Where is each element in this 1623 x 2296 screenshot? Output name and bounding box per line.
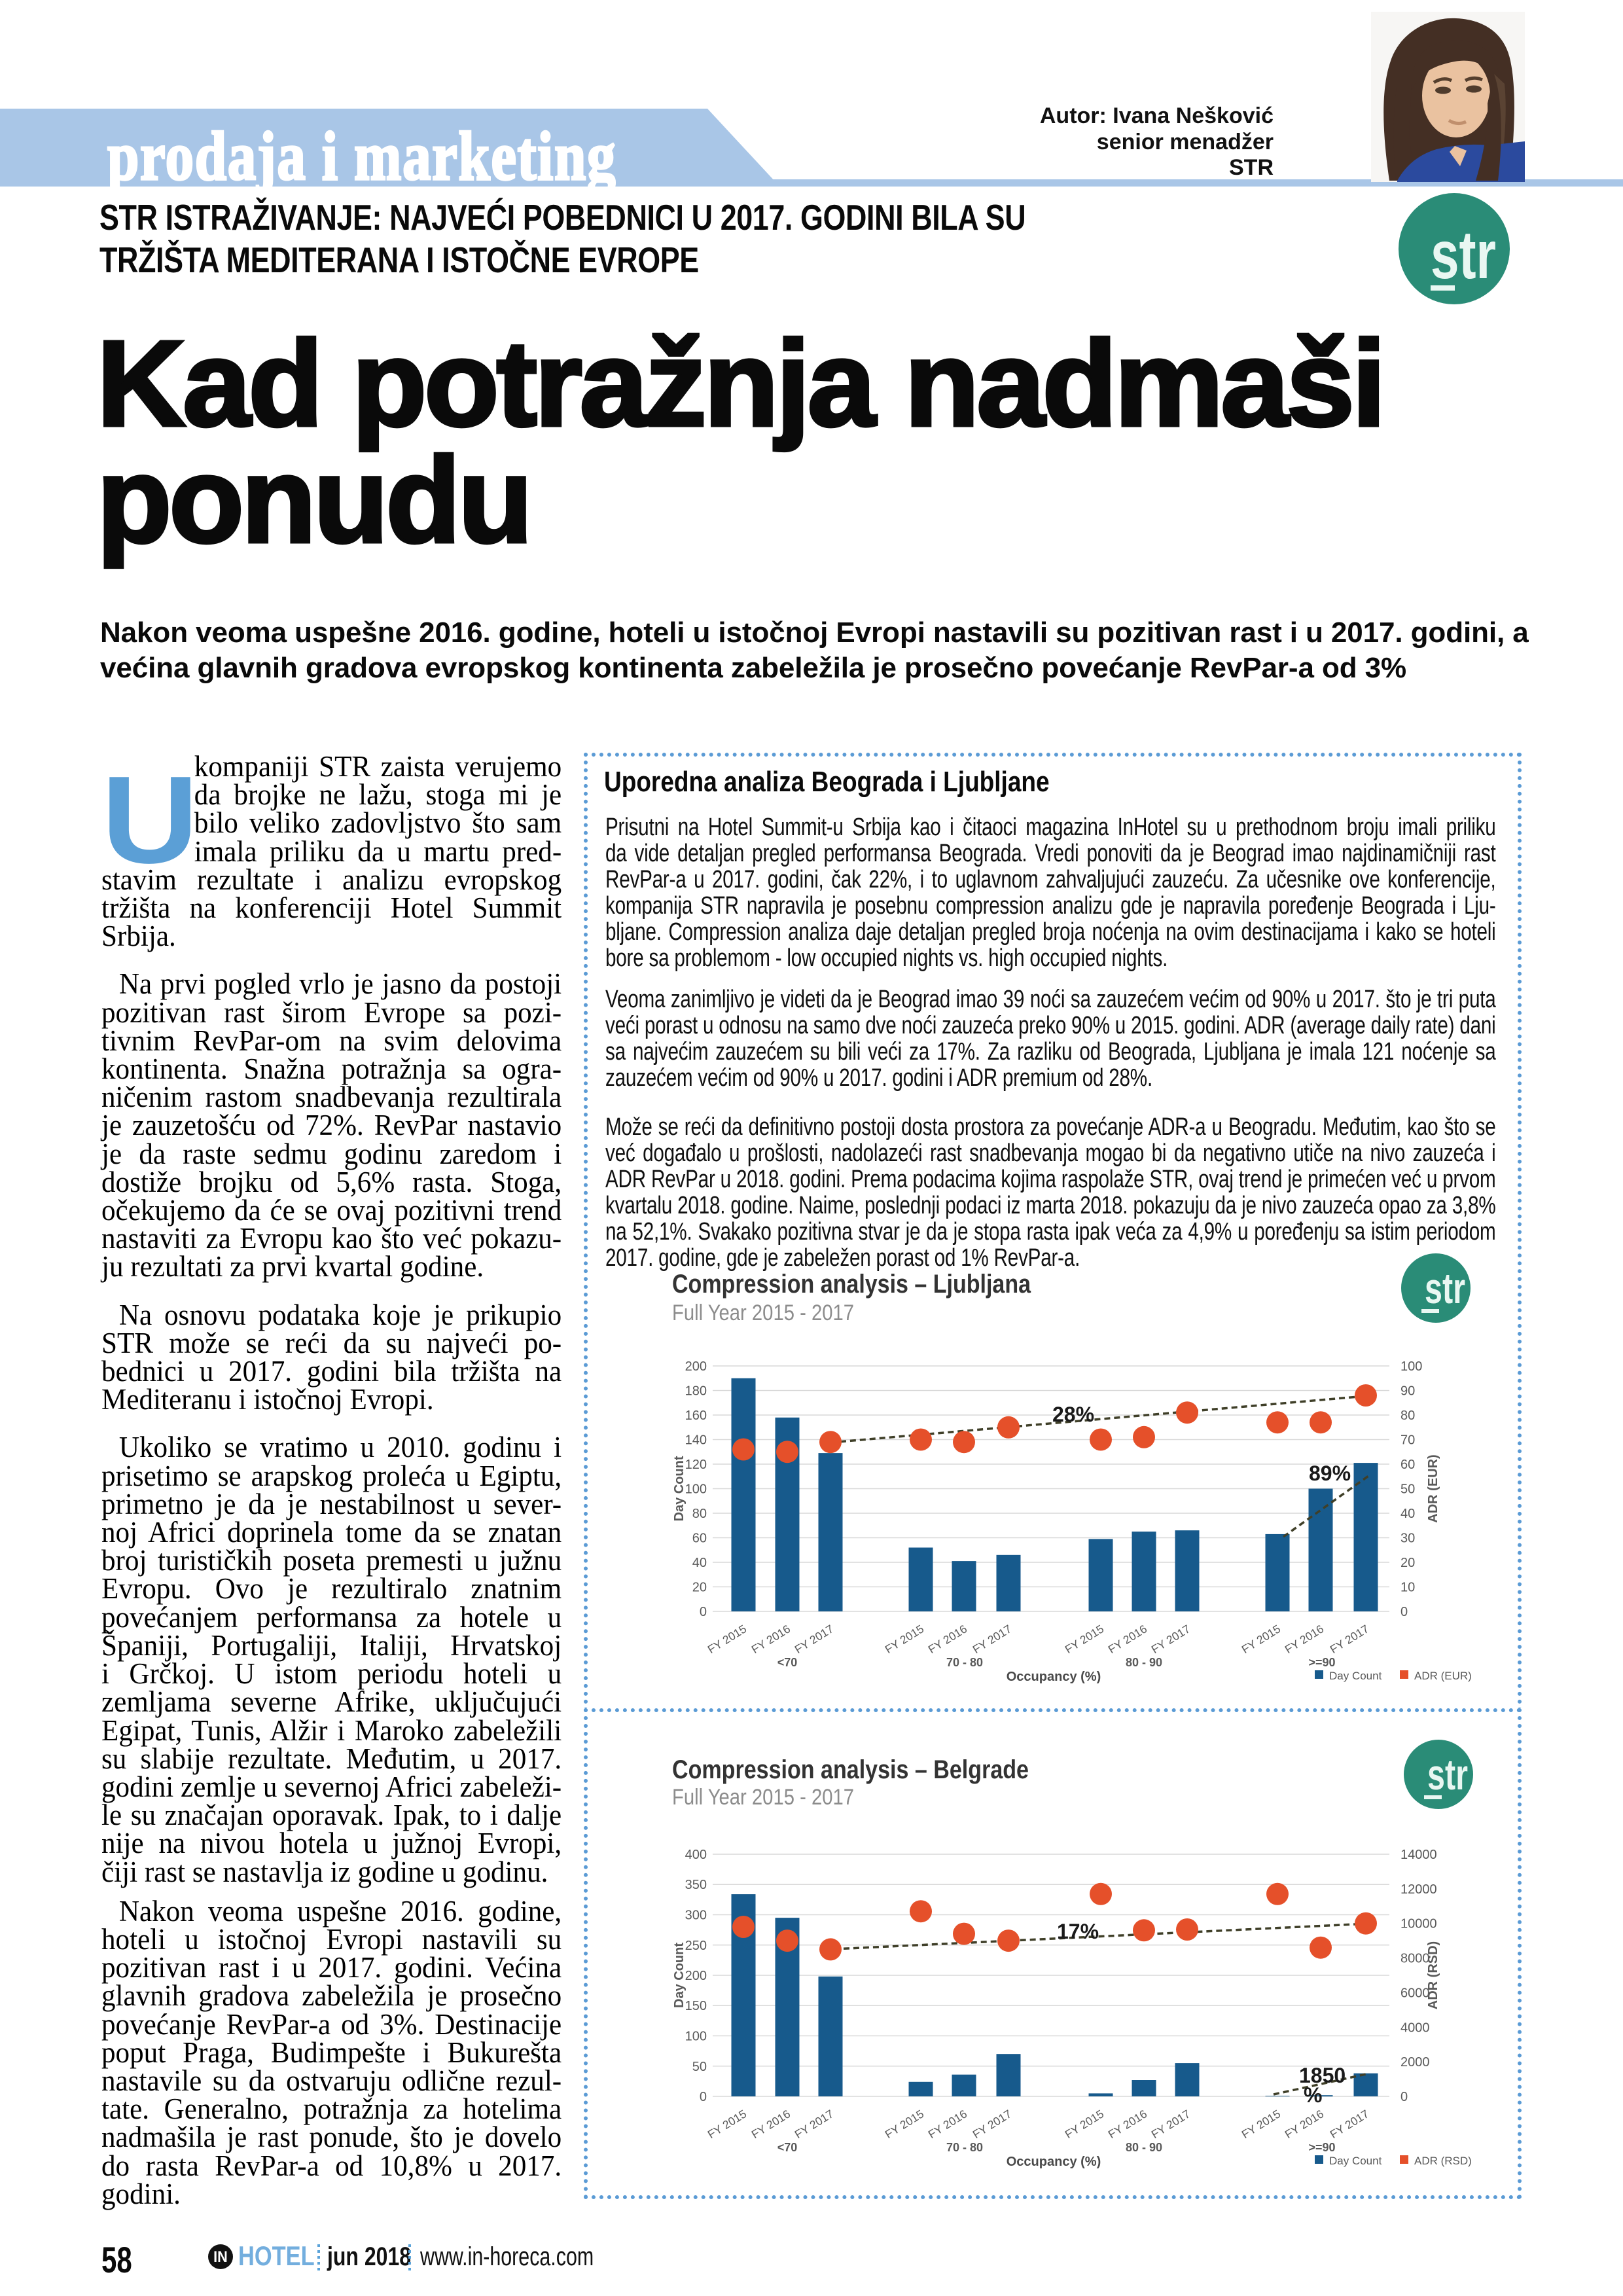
svg-text:12000: 12000 [1400,1882,1437,1897]
svg-text:FY 2017: FY 2017 [1149,2107,1192,2141]
svg-text:140: 140 [685,1433,707,1448]
svg-text:300: 300 [685,1909,707,1923]
svg-text:70 - 80: 70 - 80 [946,1656,983,1669]
svg-text:jun 2018: jun 2018 [327,2242,411,2271]
svg-text:FY 2016: FY 2016 [749,2107,793,2141]
svg-text:www.in-horeca.com: www.in-horeca.com [419,2242,594,2271]
svg-text:ADR (RSD): ADR (RSD) [1414,2155,1472,2167]
svg-text:0: 0 [700,1605,707,1619]
svg-text:80 - 90: 80 - 90 [1126,1656,1162,1669]
svg-text:8000: 8000 [1400,1952,1430,1966]
svg-text:Occupancy (%): Occupancy (%) [1007,2155,1101,2169]
svg-text:FY 2015: FY 2015 [1240,1622,1283,1656]
svg-text:80: 80 [1400,1408,1415,1423]
svg-text:FY 2016: FY 2016 [1106,1622,1149,1656]
svg-text:2000: 2000 [1400,2055,1430,2070]
svg-text:100: 100 [685,2030,707,2044]
svg-text:IN: IN [213,2248,228,2265]
svg-text:120: 120 [685,1458,707,1472]
svg-text:HOTEL: HOTEL [238,2241,315,2272]
svg-text:20: 20 [1400,1556,1415,1570]
svg-text:FY 2016: FY 2016 [1283,1622,1326,1656]
svg-text:Compression analysis – Ljublja: Compression analysis – Ljubljana [672,1270,1031,1299]
svg-text:str: str [1427,1750,1468,1799]
svg-text:Full Year 2015 - 2017: Full Year 2015 - 2017 [672,1300,854,1325]
svg-text:FY 2015: FY 2015 [1240,2107,1283,2141]
svg-text:89%: 89% [1309,1462,1351,1485]
svg-text:4000: 4000 [1400,2020,1430,2035]
svg-text:350: 350 [685,1878,707,1892]
svg-text:200: 200 [685,1359,707,1374]
svg-text:FY 2015: FY 2015 [705,2107,749,2141]
svg-text:Day Count: Day Count [672,1456,687,1521]
svg-text:<70: <70 [777,2141,798,2154]
svg-text:28%: 28% [1052,1403,1094,1426]
svg-text:60: 60 [692,1532,707,1546]
svg-text:FY 2015: FY 2015 [883,1622,926,1656]
svg-text:>=90: >=90 [1308,1656,1335,1669]
svg-text:150: 150 [685,1999,707,2013]
svg-text:Day Count: Day Count [1329,1670,1382,1682]
svg-text:90: 90 [1400,1384,1415,1399]
svg-text:14000: 14000 [1400,1848,1437,1862]
svg-text:FY 2015: FY 2015 [883,2107,926,2141]
svg-text:FY 2017: FY 2017 [1328,2107,1371,2141]
svg-text:FY 2017: FY 2017 [1149,1622,1192,1656]
svg-text:FY 2016: FY 2016 [749,1622,793,1656]
svg-text:0: 0 [1400,1605,1408,1619]
svg-text:FY 2017: FY 2017 [971,2107,1014,2141]
svg-text:80: 80 [692,1507,707,1521]
svg-text:50: 50 [692,2060,707,2074]
svg-text:60: 60 [1400,1458,1415,1472]
svg-text:100: 100 [685,1482,707,1497]
svg-text:0: 0 [700,2090,707,2104]
svg-text:ADR (EUR): ADR (EUR) [1426,1454,1440,1522]
svg-text:ADR (RSD): ADR (RSD) [1426,1941,1440,2009]
svg-text:str: str [1425,1264,1465,1312]
svg-text:6000: 6000 [1400,1986,1430,2000]
svg-text:180: 180 [685,1384,707,1399]
svg-text:str: str [1431,217,1496,293]
svg-text:0: 0 [1400,2090,1408,2104]
svg-text:FY 2015: FY 2015 [705,1622,749,1656]
svg-text:ADR (EUR): ADR (EUR) [1414,1670,1472,1682]
svg-text:FY 2015: FY 2015 [1063,1622,1106,1656]
svg-text:FY 2015: FY 2015 [1063,2107,1106,2141]
svg-text:FY 2017: FY 2017 [971,1622,1014,1656]
svg-text:FY 2017: FY 2017 [1328,1622,1371,1656]
svg-text:>=90: >=90 [1308,2141,1335,2154]
svg-text:FY 2016: FY 2016 [1283,2107,1326,2141]
svg-text:70 - 80: 70 - 80 [946,2141,983,2154]
svg-text:250: 250 [685,1939,707,1953]
svg-text:Full Year 2015 - 2017: Full Year 2015 - 2017 [672,1785,854,1810]
svg-text:40: 40 [692,1556,707,1570]
svg-text:FY 2017: FY 2017 [793,1622,836,1656]
svg-text:20: 20 [692,1581,707,1595]
svg-text:17%: 17% [1057,1920,1099,1943]
svg-text:70: 70 [1400,1433,1415,1448]
svg-text:50: 50 [1400,1482,1415,1497]
svg-text:1850: 1850 [1299,2064,1346,2087]
svg-text:200: 200 [685,1969,707,1983]
svg-text:Day Count: Day Count [1329,2155,1382,2167]
svg-text:10: 10 [1400,1581,1415,1595]
svg-text:FY 2016: FY 2016 [1106,2107,1149,2141]
svg-text:10000: 10000 [1400,1917,1437,1931]
svg-text:Day Count: Day Count [672,1943,687,2008]
svg-text:FY 2017: FY 2017 [793,2107,836,2141]
svg-text:160: 160 [685,1408,707,1423]
svg-text:40: 40 [1400,1507,1415,1521]
svg-text:400: 400 [685,1848,707,1862]
svg-text:FY 2016: FY 2016 [926,2107,969,2141]
svg-text:FY 2016: FY 2016 [926,1622,969,1656]
svg-text:<70: <70 [777,1656,798,1669]
svg-text:%: % [1304,2083,1322,2107]
svg-text:80 - 90: 80 - 90 [1126,2141,1162,2154]
svg-text:Occupancy (%): Occupancy (%) [1007,1670,1101,1684]
svg-text:30: 30 [1400,1532,1415,1546]
svg-text:Compression analysis – Belgrad: Compression analysis – Belgrade [672,1755,1029,1784]
svg-text:100: 100 [1400,1359,1422,1374]
